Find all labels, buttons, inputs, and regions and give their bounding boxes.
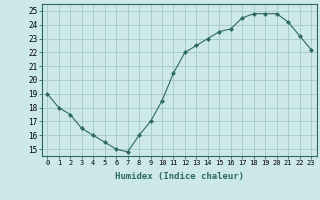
X-axis label: Humidex (Indice chaleur): Humidex (Indice chaleur) xyxy=(115,172,244,181)
